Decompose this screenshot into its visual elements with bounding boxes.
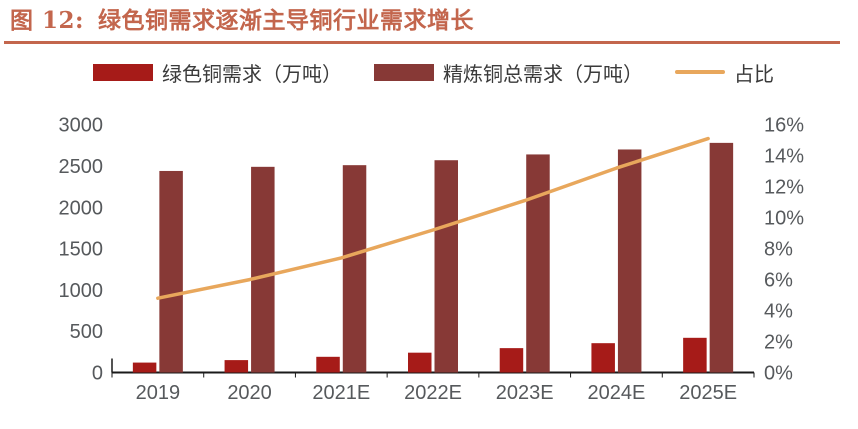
bar-total-demand-2025E [709,142,734,373]
figure-title-row: 图 12: 绿色铜需求逐渐主导铜行业需求增长 [10,3,474,39]
bar-green-copper-2022E [408,352,432,373]
right-axis-tick-label: 0% [764,363,793,385]
left-axis-tick-label: 3000 [59,115,104,137]
bar-total-demand-2024E [617,149,642,373]
left-axis-tick-label: 2500 [59,156,104,178]
legend-item-green-copper[interactable]: 绿色铜需求（万吨） [93,58,342,87]
legend-label: 占比 [734,63,774,86]
x-axis-category-label: 2021E [312,382,370,404]
right-axis-tick-label: 4% [764,301,793,323]
left-axis-tick-label: 500 [70,321,103,343]
right-axis-tick-label: 14% [764,146,804,168]
bar-green-copper-2025E [683,337,707,373]
bar-green-copper-2021E [316,356,340,373]
legend-item-total-demand[interactable]: 精炼铜总需求（万吨） [374,58,643,87]
ratio-line [156,136,710,300]
bar-green-copper-2020 [224,360,249,373]
left-axis-tick-label: 1000 [59,280,104,302]
right-axis-tick-label: 8% [764,239,793,261]
legend-item-ratio[interactable]: 占比 [675,58,774,87]
bar-total-demand-2022E [434,160,458,373]
right-axis-tick-label: 6% [764,270,793,292]
left-axis-tick-label: 2000 [59,197,104,219]
left-axis-tick-label: 1500 [59,239,104,261]
legend-label: 精炼铜总需求（万吨） [443,63,643,86]
legend-label: 绿色铜需求（万吨） [162,63,342,86]
bar-total-demand-2019 [159,170,183,373]
left-axis-tick-label: 0 [92,363,103,385]
right-axis-tick-label: 16% [764,115,804,137]
right-axis-tick-label: 12% [764,177,804,199]
figure-title: 绿色铜需求逐渐主导铜行业需求增长 [98,7,475,34]
x-axis-category-label: 2023E [496,382,554,404]
ratio-line-swatch-icon [675,70,725,74]
green-copper-swatch-icon [93,63,153,81]
right-axis-tick-label: 10% [764,208,804,230]
x-axis-category-label: 2020 [227,382,272,404]
chart-canvas: 0 500 1000 1500 2000 2500 3000 0% 2% 4% 6% 8% 10% 12%… [59,115,805,404]
x-axis-category-label: 2019 [136,382,181,404]
bar-green-copper-2019 [132,362,157,373]
title-underline [4,41,840,44]
chart-legend: 绿色铜需求（万吨） 精炼铜总需求（万吨） 占比 [93,58,774,86]
copper-demand-chart: 0 500 1000 1500 2000 2500 3000 0% 2% 4% 6% 8% 10% 12%… [0,100,858,429]
bar-green-copper-2023E [499,348,524,373]
right-axis-tick-label: 2% [764,332,793,354]
bar-total-demand-2023E [526,154,550,373]
x-axis-category-label: 2025E [679,382,737,404]
x-axis-category-label: 2022E [404,382,462,404]
bar-total-demand-2020 [251,166,275,373]
total-demand-swatch-icon [374,63,434,81]
bar-total-demand-2021E [342,165,367,373]
bar-green-copper-2024E [591,343,615,373]
figure-label: 图 12: [10,7,85,34]
x-axis-category-label: 2024E [588,382,646,404]
